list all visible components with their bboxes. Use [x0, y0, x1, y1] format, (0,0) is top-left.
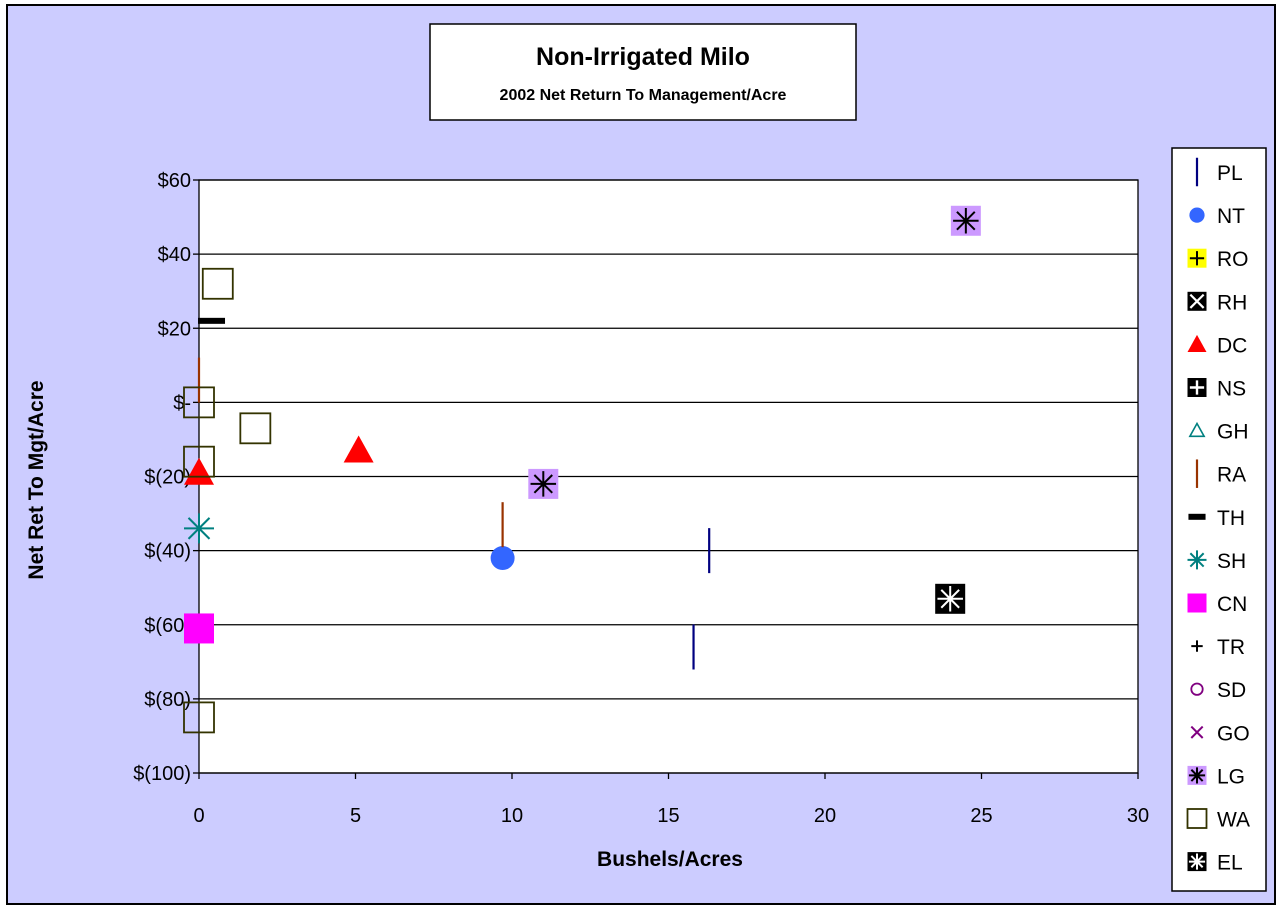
legend-marker	[1186, 808, 1208, 829]
data-point-cn	[184, 613, 214, 644]
data-points	[183, 205, 981, 734]
legend-label: TR	[1217, 636, 1245, 659]
x-tick-label: 10	[501, 805, 523, 827]
legend-item-pl: PL	[1195, 157, 1243, 187]
legend-label: RH	[1217, 291, 1247, 314]
data-point-sh	[184, 513, 214, 544]
data-point-lg	[528, 468, 559, 499]
legend-label: NT	[1217, 205, 1245, 228]
legend-label: RA	[1217, 464, 1246, 487]
legend-item-gh: GH	[1188, 421, 1249, 444]
y-tick-label: $(80)	[144, 689, 191, 711]
legend-item-ra: RA	[1195, 459, 1246, 488]
legend-marker	[1187, 334, 1207, 352]
y-tick-label: $-	[173, 392, 191, 414]
legend-label: DC	[1217, 334, 1247, 357]
data-point-dc	[343, 435, 374, 463]
legend-item-el: EL	[1187, 852, 1243, 875]
x-tick-label: 5	[350, 805, 361, 827]
legend-item-dc: DC	[1187, 334, 1247, 357]
data-point-wa	[183, 701, 215, 734]
legend-label: PL	[1217, 162, 1243, 185]
legend-label: GH	[1217, 421, 1249, 444]
legend-item-sd: SD	[1190, 679, 1246, 702]
legend-label: WA	[1217, 809, 1250, 832]
legend-item-nt: NT	[1189, 205, 1245, 228]
x-tick-label: 25	[970, 805, 992, 827]
data-point-el	[935, 583, 966, 614]
data-point-lg	[950, 205, 981, 236]
legend-marker	[1187, 550, 1207, 570]
data-point-wa	[183, 386, 215, 419]
data-point-wa	[183, 445, 215, 478]
legend: PL NT RO RH DC NS GH RA TH SH CN TR SD GO LG WA EL	[1171, 147, 1267, 892]
y-tick-labels: $60 $40 $20 $- $(20) $(40) $(60) $(80) $(100)	[133, 170, 191, 785]
legend-label: GO	[1217, 722, 1250, 745]
y-tick-label: $40	[158, 244, 191, 266]
legend-marker	[1187, 378, 1207, 397]
legend-item-lg: LG	[1187, 765, 1245, 788]
legend-label: LG	[1217, 765, 1245, 788]
y-tick-label: $(20)	[144, 467, 191, 489]
legend-label: TH	[1217, 507, 1245, 530]
legend-label: SH	[1217, 550, 1246, 573]
x-tick-label: 0	[193, 805, 204, 827]
legend-item-go: GO	[1190, 722, 1250, 745]
legend-label: NS	[1217, 378, 1246, 401]
x-tick-labels: 0 5 10 15 20 25 30	[193, 805, 1149, 827]
legend-label: RO	[1217, 248, 1249, 271]
y-tick-label: $20	[158, 318, 191, 340]
legend-item-th: TH	[1188, 507, 1245, 530]
title-box: Non-Irrigated Milo 2002 Net Return To Ma…	[429, 23, 857, 121]
data-point-th	[198, 317, 226, 324]
data-point-wa	[239, 412, 272, 445]
legend-marker	[1187, 852, 1207, 872]
legend-label: EL	[1217, 852, 1243, 875]
legend-marker	[1189, 207, 1205, 223]
legend-marker	[1191, 640, 1203, 652]
data-point-wa	[201, 267, 234, 300]
legend-label: CN	[1217, 593, 1247, 616]
data-point-nt	[490, 546, 515, 571]
legend-marker	[1190, 682, 1204, 696]
legend-item-tr: TR	[1191, 636, 1245, 659]
legend-marker	[1187, 291, 1207, 311]
y-tick-label: $(40)	[144, 541, 191, 563]
x-tick-label: 15	[657, 805, 679, 827]
x-tick-label: 30	[1127, 805, 1149, 827]
legend-marker	[1187, 765, 1207, 785]
y-tick-label: $(60)	[144, 615, 191, 637]
x-tick-label: 20	[814, 805, 836, 827]
gridlines	[199, 179, 1138, 774]
x-axis-title: Bushels/Acres	[597, 848, 743, 871]
legend-marker	[1190, 725, 1204, 739]
y-axis-title: Net Ret To Mgt/Acre	[25, 380, 48, 579]
chart-title: Non-Irrigated Milo	[536, 43, 750, 71]
legend-item-cn: CN	[1187, 593, 1247, 616]
legend-item-sh: SH	[1187, 550, 1246, 573]
legend-item-ro: RO	[1187, 248, 1249, 271]
legend-label: SD	[1217, 679, 1246, 702]
legend-marker	[1187, 248, 1207, 268]
legend-item-ns: NS	[1187, 378, 1246, 401]
legend-item-rh: RH	[1187, 291, 1247, 314]
legend-marker	[1188, 513, 1206, 520]
data-point-dc	[184, 457, 214, 485]
y-tick-label: $60	[158, 170, 191, 192]
legend-item-wa: WA	[1186, 808, 1250, 832]
chart-subtitle: 2002 Net Return To Management/Acre	[500, 87, 787, 104]
y-tick-label: $(100)	[133, 763, 191, 785]
legend-marker	[1188, 421, 1206, 438]
legend-marker	[1187, 593, 1207, 613]
